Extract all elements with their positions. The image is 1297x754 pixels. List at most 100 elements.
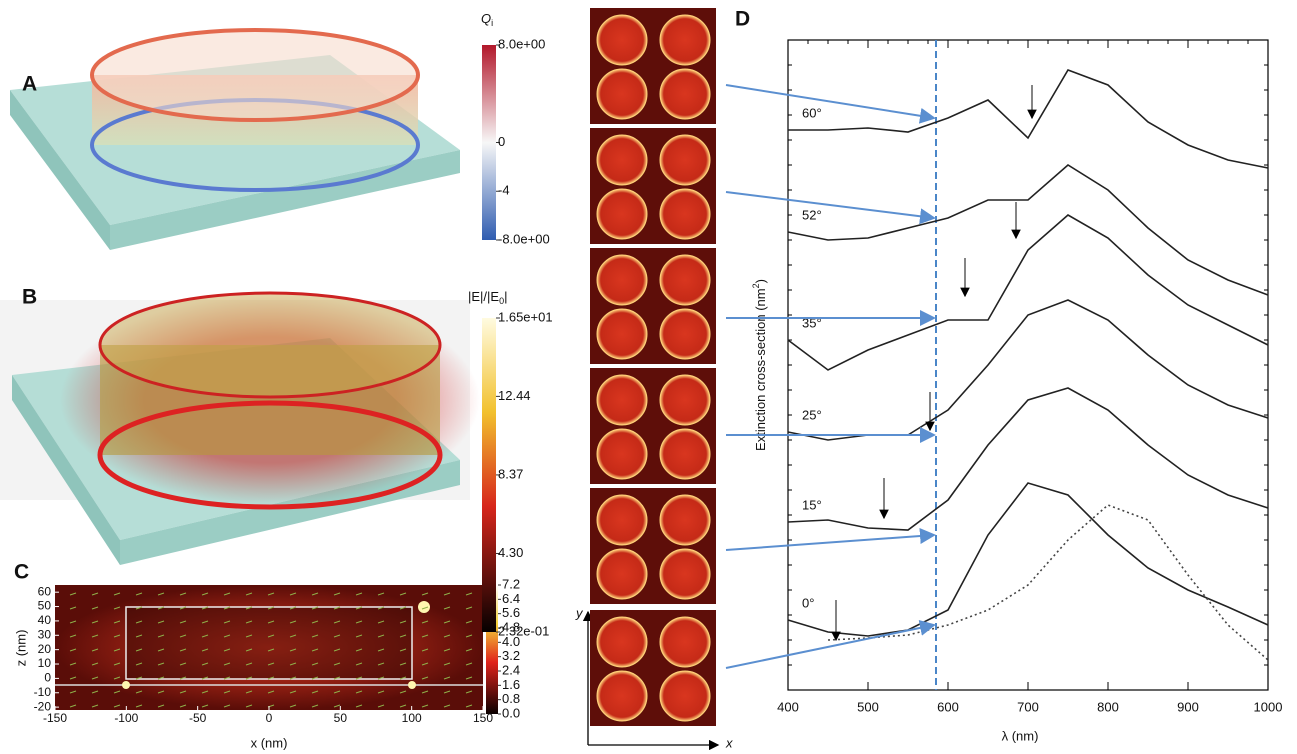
field-vector [201,620,209,624]
field-vector [289,704,297,708]
field-vector [377,634,385,638]
field-vector [91,648,99,652]
colorbar-label: 0.0 [502,705,520,720]
disk-field [659,134,711,186]
field-vector [245,620,253,624]
field-vector [69,648,77,652]
field-vector [443,592,451,596]
field-vector [289,620,297,624]
spectrum-line [787,482,1269,637]
x-tick-label: 50 [334,711,348,725]
title: ) [753,279,768,283]
x-tick-label: 100 [402,711,422,725]
colorbar-label: 12.44 [498,388,531,403]
x-axis-title: λ (nm) [1002,728,1039,743]
field-vector [267,648,275,652]
field-vector [311,648,319,652]
spectrum-line [787,164,1269,296]
disk-field [659,428,711,480]
series-label: 60° [802,105,822,120]
field-vector [69,634,77,638]
colorbar-title: Qi [481,11,493,28]
field-vector [289,606,297,610]
cylinder-top [90,28,420,122]
field-vector [355,606,363,610]
field-vector [443,620,451,624]
colorbar-label: 4.8 [502,619,520,634]
substrate-side [10,90,110,250]
field-vector [355,634,363,638]
field-vector [465,676,473,680]
subscript: 0 [499,296,504,306]
colorbar-label: 0.8 [502,691,520,706]
field-vector [289,690,297,694]
field-vector [223,704,231,708]
field-vector [421,704,429,708]
field-vector [421,648,429,652]
field-vector [91,662,99,666]
spectrum-line [787,387,1269,531]
field-vector [311,704,319,708]
field-vector [355,676,363,680]
field-vector [201,676,209,680]
cylinder-edge [97,400,443,510]
disk-field [659,254,711,306]
superscript: 2 [751,283,761,288]
field-vector [69,676,77,680]
connector-arrow [725,528,936,551]
connector-arrow [725,619,936,669]
field-vector [179,704,187,708]
field-vector [201,648,209,652]
connector-arrow [725,191,936,225]
disk-field [659,308,711,360]
field-vector [223,662,231,666]
colorbar-label: 8.0e+00 [498,36,545,51]
colorbar-label: -4 [498,183,510,198]
colorbar-label: 4.30 [498,545,523,560]
hot-spot [418,601,430,613]
field-vector [91,690,99,694]
field-vector [399,606,407,610]
disk-field [596,670,648,722]
field-vector [113,592,121,596]
field-vector [157,648,165,652]
field-vector [157,606,165,610]
field-vector [69,662,77,666]
x-tick-label: 800 [1097,699,1119,714]
field-vector [201,606,209,610]
spectrum-line [787,299,1269,441]
field-vector [465,648,473,652]
field-vector [421,634,429,638]
field-vector [201,592,209,596]
x-tick-label: 0 [266,711,273,725]
field-vector [245,634,253,638]
field-vector [443,648,451,652]
disk-field [659,68,711,120]
field-vector [377,648,385,652]
field-vector [91,592,99,596]
field-vector [421,592,429,596]
y-tick-label: 40 [38,613,52,627]
hot-spot [408,681,416,689]
field-vector [377,662,385,666]
field-vector [69,606,77,610]
colorbar-label: 7.2 [502,576,520,591]
field-vector [289,634,297,638]
field-vector [245,676,253,680]
field-vector [443,690,451,694]
axis-label: y [575,605,584,620]
spectrum-line [827,504,1269,661]
field-vector [333,662,341,666]
field-vector [421,662,429,666]
field-vector [355,690,363,694]
field-vector [201,704,209,708]
field-vector [157,634,165,638]
axis-label: x [725,735,733,750]
y-tick-label: 30 [38,627,52,641]
field-vector [223,606,231,610]
title: | [504,289,507,304]
disk-field [659,548,711,600]
field-vector [377,620,385,624]
disk-field [596,68,648,120]
x-tick-label: 150 [473,711,493,725]
